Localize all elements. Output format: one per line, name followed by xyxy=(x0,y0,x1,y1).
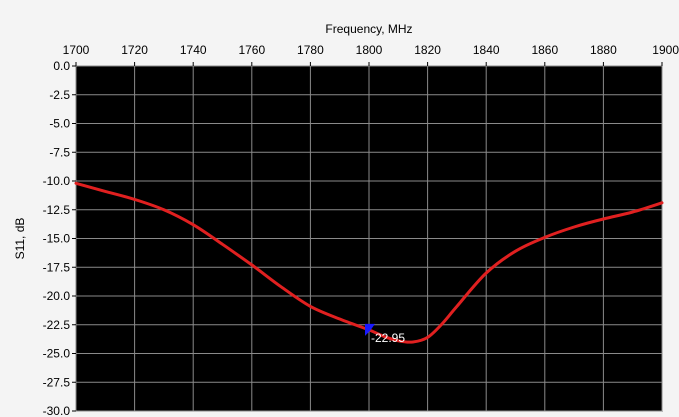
x-tick-label: 1720 xyxy=(121,43,148,57)
y-tick-label: 0.0 xyxy=(53,59,70,73)
y-tick-label: -27.5 xyxy=(43,375,71,389)
marker-label: -22.95 xyxy=(371,331,405,345)
x-tick-label: 1900 xyxy=(652,43,679,57)
x-axis-ticks: 1700 1720 1740 1760 1780 1800 1820 1840 1860 1880… xyxy=(63,43,679,66)
y-axis-label: S11, dB xyxy=(13,218,27,260)
marker-point xyxy=(365,323,375,336)
y-tick-label: -15.0 xyxy=(43,232,71,246)
x-tick-label: 1860 xyxy=(531,43,558,57)
x-tick-label: 1740 xyxy=(180,43,207,57)
x-tick-label: 1820 xyxy=(414,43,441,57)
y-tick-label: -17.5 xyxy=(43,260,71,274)
y-axis-ticks: 0.0 -2.5 -5.0 -7.5 -10.0 -12.5 -15.0 -17.5 -20.0… xyxy=(43,59,76,417)
x-tick-label: 1700 xyxy=(63,43,90,57)
x-tick-label: 1760 xyxy=(238,43,265,57)
s11-series-line xyxy=(74,181,664,344)
y-tick-label: -22.5 xyxy=(43,318,71,332)
y-tick-label: -20.0 xyxy=(43,289,71,303)
grid-lines xyxy=(75,65,663,412)
y-tick-label: -2.5 xyxy=(49,88,70,102)
y-tick-label: -10.0 xyxy=(43,174,71,188)
y-tick-label: -7.5 xyxy=(49,145,70,159)
marker: -22.95 xyxy=(365,323,405,345)
y-tick-label: -12.5 xyxy=(43,203,71,217)
x-axis-label: Frequency, MHz xyxy=(325,22,412,36)
y-tick-label: -30.0 xyxy=(43,404,71,417)
x-tick-label: 1780 xyxy=(297,43,324,57)
y-tick-label: -5.0 xyxy=(49,117,70,131)
x-tick-label: 1840 xyxy=(473,43,500,57)
x-tick-label: 1880 xyxy=(590,43,617,57)
x-tick-label: 1800 xyxy=(356,43,383,57)
y-tick-label: -25.0 xyxy=(43,347,71,361)
